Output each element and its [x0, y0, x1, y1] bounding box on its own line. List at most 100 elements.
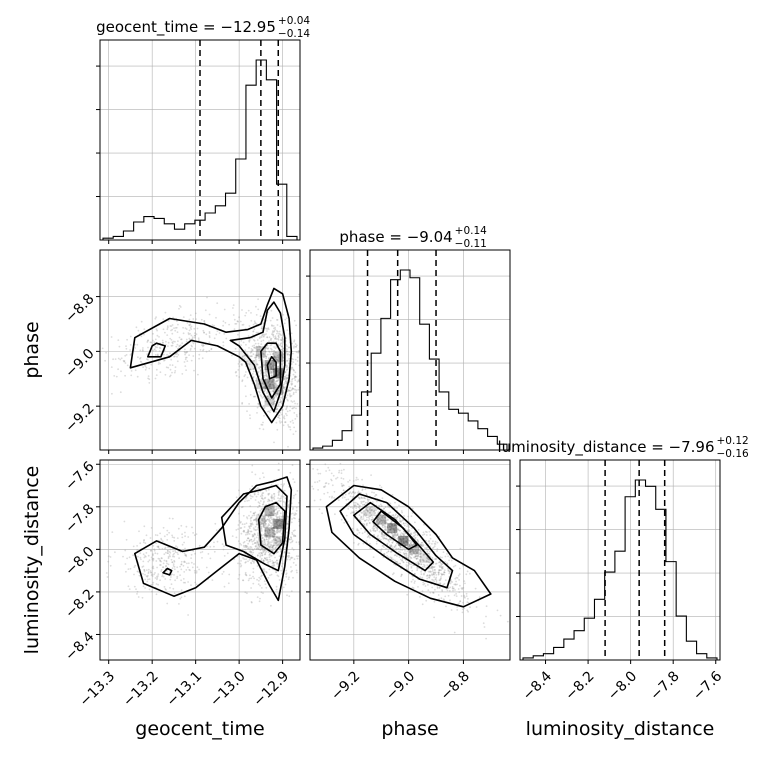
sample-point: [441, 573, 443, 576]
sample-point: [286, 350, 288, 353]
sample-point: [289, 394, 292, 397]
sample-point: [277, 394, 279, 397]
sample-point: [283, 489, 286, 492]
sample-point: [292, 422, 295, 424]
sample-point: [314, 481, 316, 484]
sample-point: [280, 528, 282, 531]
sample-point: [426, 564, 429, 566]
sample-point: [261, 492, 264, 495]
sample-point: [384, 534, 386, 537]
x-tick-label: −13.3: [77, 668, 119, 710]
sample-point: [373, 527, 376, 530]
sample-point: [274, 411, 277, 413]
sample-point: [260, 340, 263, 343]
sample-point: [291, 540, 294, 542]
sample-point: [278, 523, 281, 526]
sample-point: [256, 541, 259, 543]
sample-point: [141, 596, 144, 599]
sample-point: [169, 368, 172, 371]
sample-point: [385, 547, 387, 550]
sample-point: [289, 409, 291, 412]
sample-point: [250, 495, 253, 498]
sample-point: [270, 541, 273, 544]
sample-point: [271, 546, 274, 548]
sample-point: [241, 402, 244, 405]
sample-point: [154, 577, 157, 579]
sample-point: [275, 519, 278, 521]
sample-point: [297, 351, 300, 354]
sample-point: [414, 580, 416, 583]
sample-point: [340, 472, 343, 475]
sample-point: [283, 387, 285, 389]
sample-point: [265, 520, 268, 523]
sample-point: [142, 573, 144, 575]
sample-point: [416, 567, 419, 570]
sample-point: [410, 580, 413, 583]
sample-point: [195, 533, 198, 535]
sample-point: [458, 602, 460, 605]
sample-point: [369, 515, 372, 518]
sample-point: [157, 583, 160, 586]
sample-point: [382, 524, 384, 527]
sample-point: [202, 329, 205, 332]
sample-point: [271, 514, 274, 517]
contour-line: [162, 567, 173, 576]
sample-point: [383, 534, 386, 537]
sample-point: [347, 492, 350, 495]
sample-point: [385, 537, 387, 540]
sample-point: [242, 579, 244, 582]
sample-point: [272, 368, 275, 371]
sample-point: [281, 348, 284, 351]
sample-point: [202, 344, 205, 347]
sample-point: [389, 511, 392, 514]
sample-point: [419, 558, 422, 561]
sample-point: [394, 545, 397, 547]
sample-point: [192, 342, 195, 345]
sample-point: [294, 345, 297, 348]
sample-point: [403, 553, 406, 555]
sample-point: [279, 512, 282, 515]
sample-point: [278, 490, 281, 493]
sample-point: [173, 568, 176, 571]
sample-point: [290, 366, 293, 369]
sample-point: [395, 548, 398, 551]
sample-point: [278, 414, 280, 417]
sample-point: [411, 586, 414, 589]
sample-point: [256, 354, 259, 357]
sample-point: [119, 358, 122, 361]
sample-point: [380, 549, 382, 552]
sample-point: [288, 389, 290, 392]
sample-point: [388, 525, 391, 528]
sample-point: [441, 567, 444, 570]
sample-point: [146, 341, 149, 343]
sample-point: [390, 544, 393, 547]
sample-point: [412, 549, 414, 552]
sample-point: [407, 515, 410, 518]
sample-point: [417, 546, 420, 549]
sample-point: [251, 534, 254, 536]
sample-point: [321, 512, 323, 515]
sample-point: [281, 392, 284, 395]
sample-point: [262, 569, 265, 571]
sample-point: [254, 542, 257, 544]
sample-point: [266, 530, 269, 533]
sample-point: [261, 574, 263, 577]
sample-point: [288, 346, 290, 349]
sample-point: [413, 534, 416, 537]
x-tick-label: −9.2: [328, 668, 363, 703]
sample-point: [396, 533, 399, 536]
sample-point: [264, 553, 267, 555]
sample-point: [261, 325, 263, 328]
sample-point: [253, 577, 256, 580]
sample-point: [208, 331, 211, 333]
sample-point: [438, 579, 441, 582]
density-cell: [264, 506, 275, 517]
sample-point: [393, 527, 396, 530]
sample-point: [374, 530, 377, 533]
sample-point: [411, 548, 414, 551]
sample-point: [293, 535, 295, 538]
sample-point: [285, 344, 288, 346]
sample-point: [415, 557, 418, 560]
sample-point: [456, 583, 458, 586]
sample-point: [280, 524, 282, 527]
